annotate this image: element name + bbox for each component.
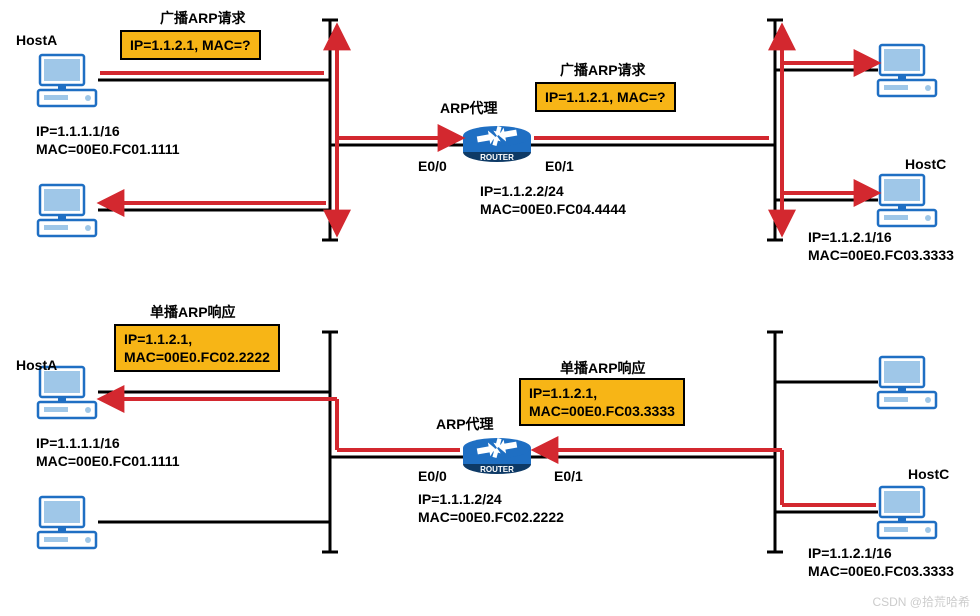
- arp-req-label-right: 广播ARP请求: [560, 60, 646, 80]
- hostC-info-top: IP=1.1.2.1/16 MAC=00E0.FC03.3333: [808, 228, 954, 264]
- hostC-ip-bottom: IP=1.1.2.1/16: [808, 544, 954, 562]
- arp-req-label-left: 广播ARP请求: [160, 8, 246, 28]
- arp-rsp-box-left: IP=1.1.2.1, MAC=00E0.FC02.2222: [114, 324, 280, 372]
- hostC-mac-bottom: MAC=00E0.FC03.3333: [808, 562, 954, 580]
- hostA-label-bottom: HostA: [16, 357, 57, 373]
- router-mac-top: MAC=00E0.FC04.4444: [480, 200, 626, 218]
- hostA-ip-bottom: IP=1.1.1.1/16: [36, 434, 180, 452]
- router-info-bottom: IP=1.1.1.2/24 MAC=00E0.FC02.2222: [418, 490, 564, 526]
- proxy-label-bottom: ARP代理: [436, 414, 494, 434]
- router-info-top: IP=1.1.2.2/24 MAC=00E0.FC04.4444: [480, 182, 626, 218]
- hostC-label-bottom: HostC: [908, 466, 949, 482]
- hostC-label-top: HostC: [905, 156, 946, 172]
- arp-rsp-box-right-l2: MAC=00E0.FC03.3333: [529, 402, 675, 420]
- e00-top: E0/0: [418, 158, 447, 174]
- arp-rsp-box-right-l1: IP=1.1.2.1,: [529, 384, 675, 402]
- router-ip-bottom: IP=1.1.1.2/24: [418, 490, 564, 508]
- proxy-label-top: ARP代理: [440, 98, 498, 118]
- arp-rsp-box-left-l2: MAC=00E0.FC02.2222: [124, 348, 270, 366]
- arp-rsp-box-right: IP=1.1.2.1, MAC=00E0.FC03.3333: [519, 378, 685, 426]
- svg-text:ROUTER: ROUTER: [480, 153, 514, 162]
- e01-bottom: E0/1: [554, 468, 583, 484]
- hostC-mac-top: MAC=00E0.FC03.3333: [808, 246, 954, 264]
- hostA-mac-bottom: MAC=00E0.FC01.1111: [36, 452, 180, 470]
- arp-rsp-box-left-l1: IP=1.1.2.1,: [124, 330, 270, 348]
- watermark: CSDN @拾荒哈希: [872, 593, 970, 610]
- hostA-mac-top: MAC=00E0.FC01.1111: [36, 140, 180, 158]
- arp-rsp-label-right: 单播ARP响应: [560, 358, 646, 378]
- arp-req-box-right: IP=1.1.2.1, MAC=?: [535, 82, 676, 112]
- hostA-info-bottom: IP=1.1.1.1/16 MAC=00E0.FC01.1111: [36, 434, 180, 470]
- arp-rsp-label-left: 单播ARP响应: [150, 302, 236, 322]
- arp-req-box-left: IP=1.1.2.1, MAC=?: [120, 30, 261, 60]
- e01-top: E0/1: [545, 158, 574, 174]
- router-ip-top: IP=1.1.2.2/24: [480, 182, 626, 200]
- hostC-info-bottom: IP=1.1.2.1/16 MAC=00E0.FC03.3333: [808, 544, 954, 580]
- hostA-label-top: HostA: [16, 32, 57, 48]
- hostA-ip-top: IP=1.1.1.1/16: [36, 122, 180, 140]
- svg-text:ROUTER: ROUTER: [480, 465, 514, 474]
- hostC-ip-top: IP=1.1.2.1/16: [808, 228, 954, 246]
- router-mac-bottom: MAC=00E0.FC02.2222: [418, 508, 564, 526]
- hostA-info-top: IP=1.1.1.1/16 MAC=00E0.FC01.1111: [36, 122, 180, 158]
- e00-bottom: E0/0: [418, 468, 447, 484]
